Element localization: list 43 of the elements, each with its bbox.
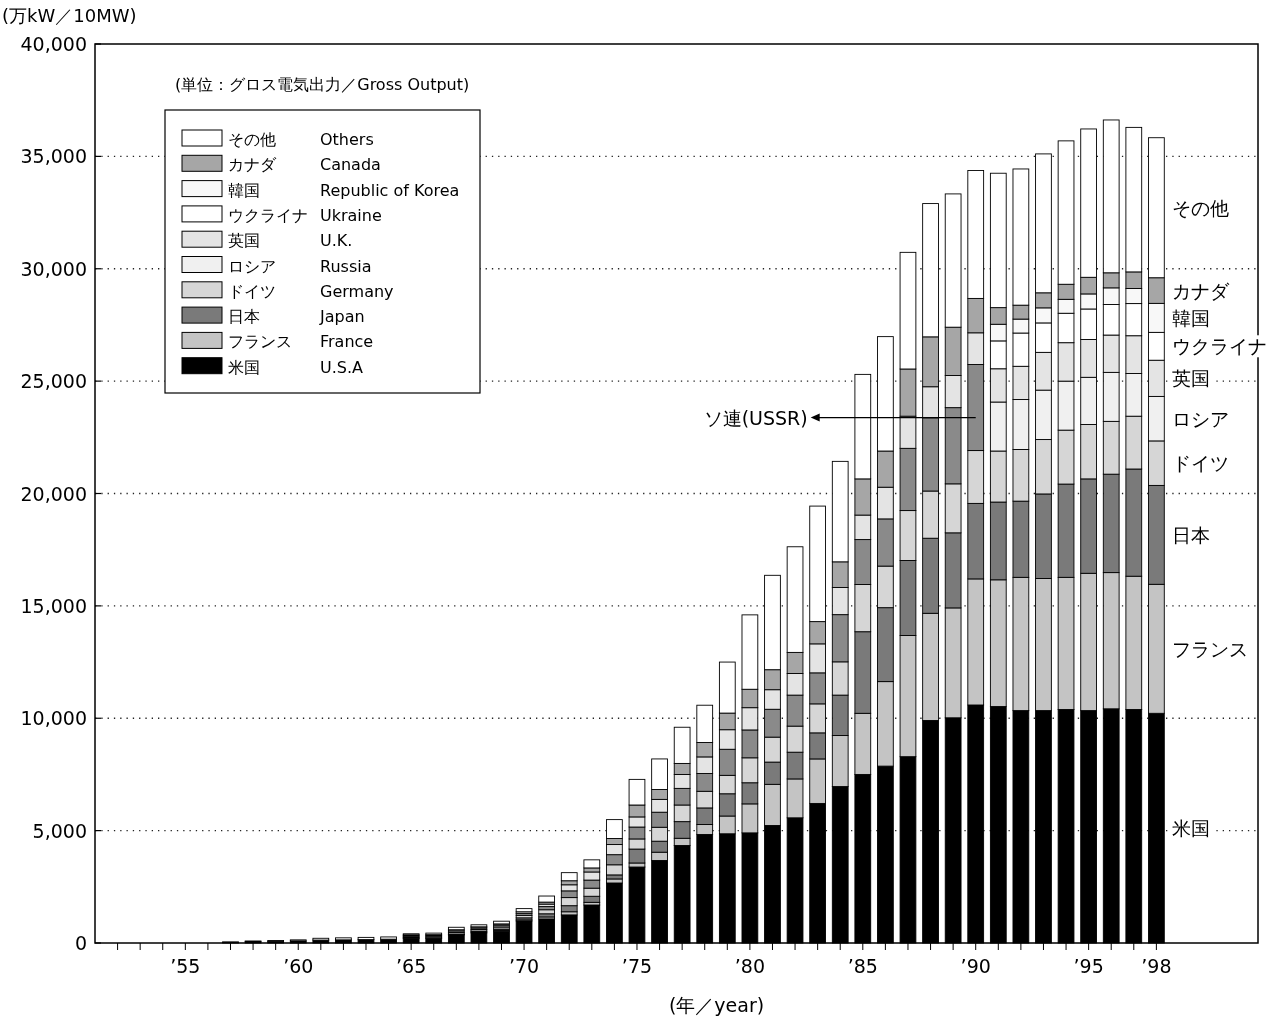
y-tick-label: 15,000 [20,594,87,617]
x-tick-label: ’75 [621,955,653,977]
annotation: ソ連(USSR) [703,406,808,429]
x-tick-label: ’85 [847,955,878,977]
text: 英国 U.K. [228,231,353,251]
text: ドイツ Germany [228,281,394,301]
x-tick-label: ’90 [960,955,991,977]
x-tick-label: ’80 [734,955,765,977]
text: その他 Others [228,130,374,149]
y-tick-label: 40,000 [20,33,87,55]
y-tick-label: 0 [74,932,87,954]
x-axis-title: (年／year) [668,994,765,1016]
x-tick-label: ’65 [396,955,427,977]
text: 米国 U.S.A [228,357,363,377]
legend-title: (単位：グロス電気出力／Gross Output) [175,75,470,94]
text: 米国 [1172,817,1211,840]
text: 韓国 Republic of Korea [228,180,460,200]
text: ドイツ [1172,452,1230,475]
y-tick-label: 25,000 [20,370,87,393]
text: 韓国 [1172,306,1211,329]
text: 英国 [1172,367,1211,390]
y-tick-label: 30,000 [20,257,87,280]
text: ロシア Russia [228,256,372,276]
text: カナダ Canada [228,155,381,175]
text: その他 [1172,196,1230,219]
text: 日本 Japan [228,307,365,327]
y-tick-label: 35,000 [20,145,87,168]
x-tick-label: ’98 [1141,955,1172,977]
x-tick-label: ’55 [170,955,201,977]
y-tick-label: 20,000 [20,482,87,505]
text: フランス [1172,637,1249,660]
y-tick-label: 5,000 [32,819,87,842]
x-tick-label: ’95 [1073,955,1104,977]
x-tick-label: ’60 [283,955,314,977]
text: ウクライナ [1172,335,1267,358]
y-axis-title: (万kW／10MW) [2,5,137,26]
legend-label: ウクライナ Ukraine [228,205,382,225]
text: ロシア [1172,407,1230,430]
text: カナダ [1172,279,1231,302]
text: 日本 [1172,523,1211,546]
x-tick-label: ’70 [508,955,540,977]
text: フランス France [228,332,374,352]
y-tick-label: 10,000 [20,707,87,730]
